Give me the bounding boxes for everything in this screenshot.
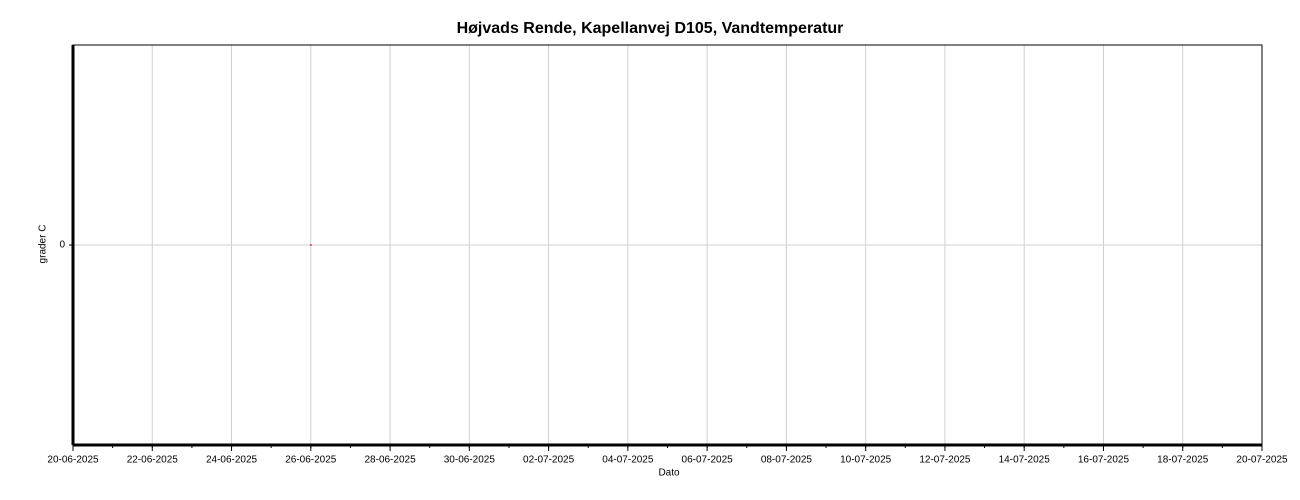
x-tick-label: 26-06-2025 [285,455,337,466]
data-point [309,244,312,246]
y-axis-label: grader C [38,225,49,264]
x-tick-label: 10-07-2025 [840,455,892,466]
x-tick-label: 18-07-2025 [1157,455,1209,466]
x-tick-label: 08-07-2025 [761,455,813,466]
x-axis-label: Dato [658,468,680,479]
chart-title: Højvads Rende, Kapellanvej D105, Vandtem… [457,20,844,37]
x-tick-label: 22-06-2025 [127,455,179,466]
x-tick-label: 12-07-2025 [919,455,971,466]
x-tick-label: 02-07-2025 [523,455,575,466]
x-tick-label: 06-07-2025 [682,455,734,466]
x-tick-label: 24-06-2025 [206,455,258,466]
x-tick-label: 28-06-2025 [364,455,416,466]
y-tick-label: 0 [59,240,65,251]
x-tick-label: 30-06-2025 [444,455,496,466]
x-tick-label: 20-06-2025 [47,455,99,466]
x-tick-label: 20-07-2025 [1236,455,1288,466]
x-tick-label: 16-07-2025 [1078,455,1130,466]
x-tick-label: 14-07-2025 [999,455,1051,466]
x-tick-label: 04-07-2025 [602,455,654,466]
